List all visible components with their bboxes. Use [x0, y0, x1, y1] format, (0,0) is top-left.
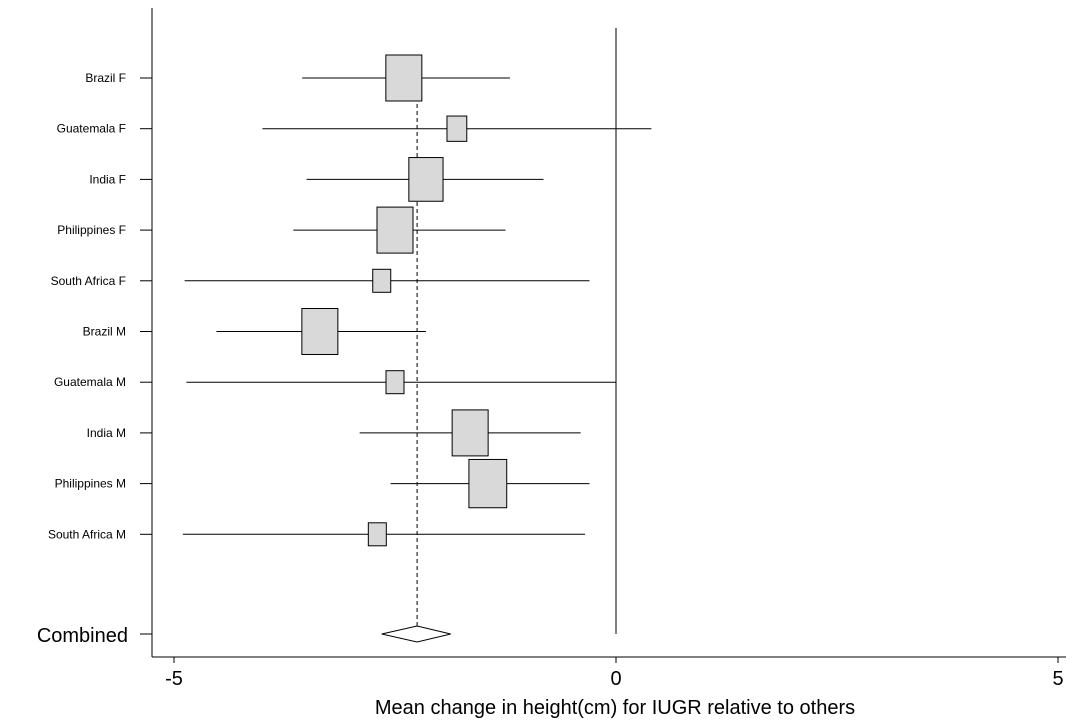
study-label: India M: [87, 426, 126, 440]
estimate-box: [468, 458, 508, 509]
study-label: Guatemala M: [54, 375, 126, 389]
study-label: Philippines F: [57, 223, 126, 237]
estimate-box: [446, 115, 468, 142]
estimate-box: [408, 157, 444, 202]
study-label: India F: [89, 172, 126, 186]
study-row: Brazil F: [85, 54, 510, 102]
study-row: Brazil M: [83, 308, 426, 355]
estimate-box: [372, 268, 392, 293]
estimate-box: [385, 370, 405, 395]
x-tick-label: 0: [610, 668, 621, 690]
study-row: South Africa F: [51, 268, 590, 293]
study-row: Philippines M: [55, 458, 590, 509]
study-row: Philippines F: [57, 206, 506, 254]
study-label: Guatemala F: [57, 122, 126, 136]
estimate-box: [451, 409, 489, 457]
study-label: Brazil M: [83, 325, 126, 339]
x-tick-label: -5: [165, 668, 183, 690]
study-row: India M: [87, 409, 581, 457]
study-label: South Africa F: [51, 274, 126, 288]
x-axis-title: Mean change in height(cm) for IUGR relat…: [375, 697, 855, 719]
estimate-box: [385, 54, 423, 102]
study-row: India F: [89, 157, 544, 202]
study-row: South Africa M: [48, 522, 586, 547]
combined-group: Combined: [37, 625, 451, 647]
study-label: Brazil F: [85, 71, 126, 85]
study-label: South Africa M: [48, 527, 126, 541]
study-row: Guatemala M: [54, 370, 616, 395]
estimate-box: [376, 206, 414, 254]
x-tick-label: 5: [1052, 668, 1063, 690]
estimate-box: [301, 308, 339, 355]
combined-diamond: [381, 625, 451, 643]
study-label: Philippines M: [55, 477, 126, 491]
combined-label: Combined: [37, 625, 128, 647]
studies-group: Brazil F Guatemala F India F Philippines F S…: [48, 54, 652, 547]
estimate-box: [367, 522, 387, 547]
axes-group: -5 0 5: [151, 8, 1066, 690]
study-row: Guatemala F: [57, 115, 652, 142]
